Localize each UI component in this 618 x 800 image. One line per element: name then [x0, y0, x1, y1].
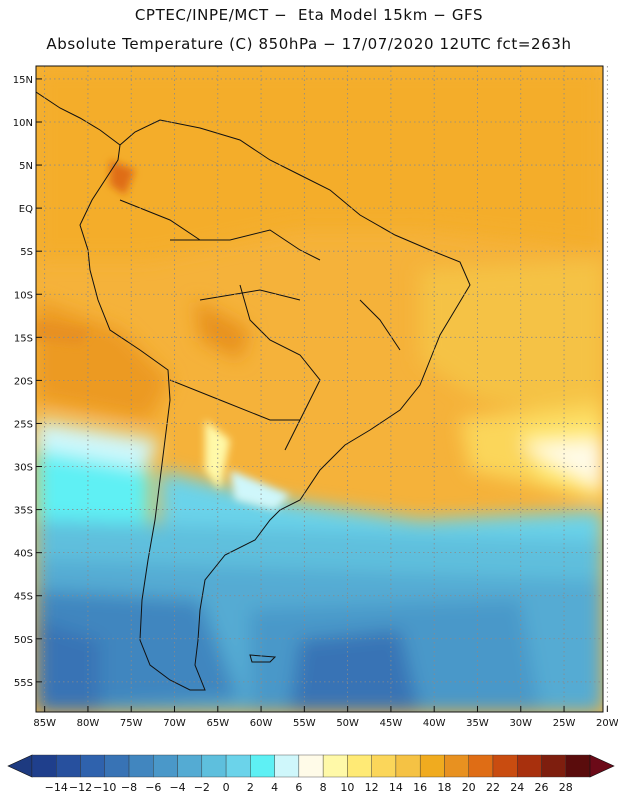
- lat-label: 5S: [20, 247, 33, 258]
- lat-label: 35S: [14, 506, 33, 517]
- colorbar-label: −2: [194, 781, 210, 794]
- colorbar-swatch: [201, 754, 227, 778]
- lat-label: 55S: [14, 678, 33, 689]
- map-frame: [35, 65, 604, 713]
- latitude-labels: 15N 10N 5N EQ 5S 10S 15S 20S 25S 30S 35S 40S 45S 50S 5…: [13, 75, 42, 689]
- colorbar-swatch: [419, 754, 445, 778]
- lat-label: 5N: [19, 161, 33, 172]
- colorbar-swatch: [225, 754, 251, 778]
- colorbar-label: 2: [247, 781, 254, 794]
- colorbar-swatch: [541, 754, 566, 778]
- lat-lon-grid: [36, 66, 608, 712]
- lon-label: 75W: [120, 718, 143, 729]
- lon-label: 20W: [596, 718, 618, 729]
- colorbar-label: −4: [169, 781, 185, 794]
- lon-label: 50W: [336, 718, 359, 729]
- lat-label: 10S: [14, 290, 33, 301]
- colorbar-label: 12: [365, 781, 379, 794]
- colorbar-label: 4: [271, 781, 278, 794]
- colorbar-swatch: [468, 754, 494, 778]
- lat-label: 40S: [14, 549, 33, 560]
- colorbar-label: 22: [486, 781, 500, 794]
- colorbar-label: 6: [295, 781, 302, 794]
- colorbar-labels: −14 −12 −10 −8 −6 −4 −2 0 2 4 6 8 10 12 14 16 18 20 22 24 26…: [45, 781, 573, 794]
- colorbar-swatch: [371, 754, 397, 778]
- lat-label: 50S: [14, 635, 33, 646]
- colorbar-label: 8: [320, 781, 327, 794]
- colorbar-label: −10: [93, 781, 116, 794]
- colorbar-swatch: [250, 754, 275, 778]
- lat-label: 25S: [14, 419, 33, 430]
- colorbar-label: 16: [413, 781, 427, 794]
- colorbar-swatch: [322, 754, 348, 778]
- colorbar-label: 26: [534, 781, 548, 794]
- colorbar-swatch: [31, 754, 57, 778]
- lon-label: 55W: [293, 718, 316, 729]
- colorbar-label: −6: [145, 781, 161, 794]
- colorbar-label: 14: [389, 781, 403, 794]
- colorbar-swatch: [347, 754, 372, 778]
- title-line-2: Absolute Temperature (C) 850hPa − 17/07/…: [46, 35, 572, 53]
- lat-label: 30S: [14, 463, 33, 474]
- colorbar-swatch: [298, 754, 324, 778]
- colorbar-swatch: [80, 754, 105, 778]
- temperature-field: [36, 66, 603, 712]
- lon-label: 70W: [163, 718, 186, 729]
- colorbar-swatch: [517, 754, 542, 778]
- longitude-labels: 85W 80W 75W 70W 65W 60W 55W 50W 45W 40W 35W 30W 25W 2…: [33, 706, 618, 729]
- colorbar-swatch: [104, 754, 130, 778]
- lon-label: 30W: [509, 718, 532, 729]
- lon-label: 25W: [553, 718, 576, 729]
- colorbar-swatch: [444, 754, 469, 778]
- colorbar-label: 24: [510, 781, 524, 794]
- colorbar-swatch: [153, 754, 178, 778]
- colorbar-swatch: [177, 754, 203, 778]
- lon-label: 45W: [380, 718, 403, 729]
- colorbar: [7, 754, 615, 778]
- coastlines: [36, 91, 471, 691]
- lon-label: 35W: [466, 718, 489, 729]
- lat-label: 15S: [14, 333, 33, 344]
- colorbar-swatch: [492, 754, 518, 778]
- lon-label: 85W: [33, 718, 56, 729]
- lon-label: 60W: [250, 718, 273, 729]
- colorbar-swatch: [565, 754, 591, 778]
- lon-label: 80W: [77, 718, 100, 729]
- colorbar-swatch: [128, 754, 154, 778]
- colorbar-swatch: [274, 754, 300, 778]
- colorbar-label: −8: [121, 781, 137, 794]
- colorbar-under-arrow: [7, 754, 33, 778]
- lat-label: EQ: [19, 204, 33, 215]
- colorbar-label: 18: [437, 781, 451, 794]
- title-line-1: CPTEC/INPE/MCT − Eta Model 15km − GFS: [134, 6, 484, 24]
- lon-label: 65W: [206, 718, 229, 729]
- colorbar-label: 20: [462, 781, 476, 794]
- colorbar-swatch: [395, 754, 421, 778]
- colorbar-label: 28: [559, 781, 573, 794]
- lon-label: 40W: [423, 718, 446, 729]
- colorbar-swatch: [56, 754, 81, 778]
- lat-label: 15N: [13, 75, 33, 86]
- colorbar-label: 10: [340, 781, 354, 794]
- colorbar-label: −12: [69, 781, 92, 794]
- colorbar-label: −14: [45, 781, 68, 794]
- colorbar-over-arrow: [589, 754, 615, 778]
- colorbar-label: 0: [223, 781, 230, 794]
- lat-label: 20S: [14, 376, 33, 387]
- lat-label: 45S: [14, 592, 33, 603]
- lat-label: 10N: [13, 118, 33, 129]
